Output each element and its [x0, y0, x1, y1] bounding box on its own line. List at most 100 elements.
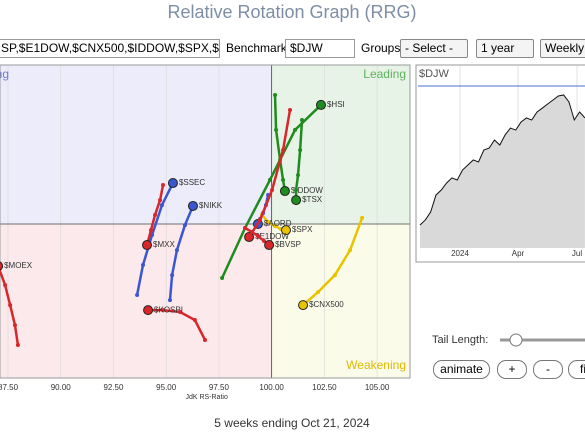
x-tick-label: 102.50 — [312, 383, 337, 392]
series-label: $E1DOW — [255, 232, 289, 241]
tail-point — [161, 308, 166, 313]
tail-point — [266, 219, 271, 224]
series-label: $TSX — [302, 195, 323, 204]
tail-point — [8, 303, 13, 308]
quadrant-label: Weakening — [346, 358, 406, 372]
tail-head — [143, 305, 154, 316]
tail-point — [274, 127, 279, 132]
tail-point — [316, 290, 321, 295]
series-label: $SSEC — [179, 178, 205, 187]
series-label: $KOSPI — [154, 305, 183, 314]
plot-frame — [0, 64, 411, 379]
tail-point — [348, 248, 353, 253]
tail-point — [360, 215, 365, 220]
control-button[interactable]: + — [497, 360, 527, 379]
tail-point — [262, 239, 267, 244]
symbols-input[interactable]: SP,$E1DOW,$CNX500,$IDDOW,$SPX,$MOEX — [0, 39, 220, 58]
series-label: $AORD — [264, 219, 292, 228]
tail-point — [300, 118, 305, 123]
quadrant-label: Improving — [0, 67, 9, 81]
frequency-select[interactable]: Weekly — [540, 39, 585, 58]
tail-point — [140, 262, 145, 267]
tail-point — [287, 107, 292, 112]
control-button[interactable]: - — [533, 360, 563, 379]
series-label: $MOEX — [4, 261, 33, 270]
tail-head — [280, 225, 291, 236]
tail-head — [244, 232, 255, 243]
tail-point — [3, 282, 8, 287]
tail-head — [187, 200, 198, 211]
mini-line — [419, 94, 585, 226]
tail-point — [203, 337, 207, 342]
tail-point — [161, 182, 166, 187]
tail-head — [142, 240, 153, 251]
tail-point — [293, 127, 298, 132]
benchmark-input[interactable]: $DJW — [285, 39, 355, 58]
tail-point — [281, 177, 286, 182]
series-label: $NIKK — [199, 201, 223, 210]
x-tick-label: 87.50 — [0, 383, 19, 392]
control-button[interactable]: fi — [568, 360, 585, 379]
tail-point — [167, 298, 172, 303]
benchmark-label: Benchmark: — [226, 41, 291, 55]
tail-head — [291, 195, 302, 206]
tail-point — [15, 343, 20, 348]
tail-point — [273, 224, 278, 229]
tail-point — [270, 187, 275, 192]
x-tick-label: 90.00 — [51, 383, 72, 392]
mini-x-label: 2024 — [451, 249, 469, 258]
tail-point — [267, 177, 272, 182]
tail-point — [296, 173, 301, 178]
mini-title: $DJW — [419, 68, 450, 80]
groups-label: Groups: — [361, 41, 404, 55]
quadrant-weakening — [271, 224, 410, 378]
tail-point — [182, 223, 187, 228]
tail-point — [250, 230, 255, 235]
tail-point — [273, 93, 278, 98]
tail-point — [158, 198, 163, 203]
tail-point — [174, 248, 179, 253]
tail-point — [135, 293, 140, 298]
tail-point — [220, 276, 225, 281]
page-title: Relative Rotation Graph (RRG) — [167, 2, 416, 22]
tail-point — [159, 203, 164, 208]
series-label: $MXX — [153, 240, 175, 249]
mini-x-label: Jul — [572, 249, 582, 258]
tail-point — [12, 323, 17, 328]
tail-point — [281, 148, 286, 153]
x-tick-label: 97.50 — [209, 383, 230, 392]
slider-knob[interactable] — [509, 333, 523, 347]
tail-point — [294, 187, 299, 192]
tail-point — [153, 212, 158, 217]
x-axis-label: JdK RS-Ratio — [185, 394, 228, 401]
x-tick-label: 100.00 — [259, 383, 284, 392]
tail-head — [315, 99, 326, 110]
groups-select[interactable]: - Select - — [400, 39, 468, 58]
series-label: $SPX — [292, 225, 313, 234]
control-button[interactable]: animate — [433, 360, 490, 379]
mini-area — [420, 94, 585, 249]
tails: $HSI $IDDOW$TSX $SPX $CNX500 $SSEC $NIKK $AORD… — [0, 93, 365, 348]
footer: 5 weeks ending Oct 21, 2024 — [214, 416, 370, 430]
series-label: $BVSP — [275, 240, 301, 249]
tail-head — [264, 240, 275, 251]
tail-point — [258, 218, 263, 223]
tail-head — [279, 186, 290, 197]
quadrant-label: Leading — [363, 67, 406, 81]
series-label: $IDDOW — [291, 186, 323, 195]
mini-x-label: Apr — [512, 249, 525, 258]
period-select[interactable]: 1 year — [476, 39, 534, 58]
x-tick-label: 105.00 — [365, 383, 390, 392]
quadrant-improving — [0, 65, 272, 225]
tail-point — [298, 148, 303, 153]
tail-point — [149, 228, 154, 233]
x-tick-label: 92.50 — [103, 383, 124, 392]
tail-point — [243, 226, 248, 231]
x-tick-label: 95.00 — [156, 383, 177, 392]
tail-point — [192, 318, 197, 323]
series-label: $HSI — [327, 100, 345, 109]
